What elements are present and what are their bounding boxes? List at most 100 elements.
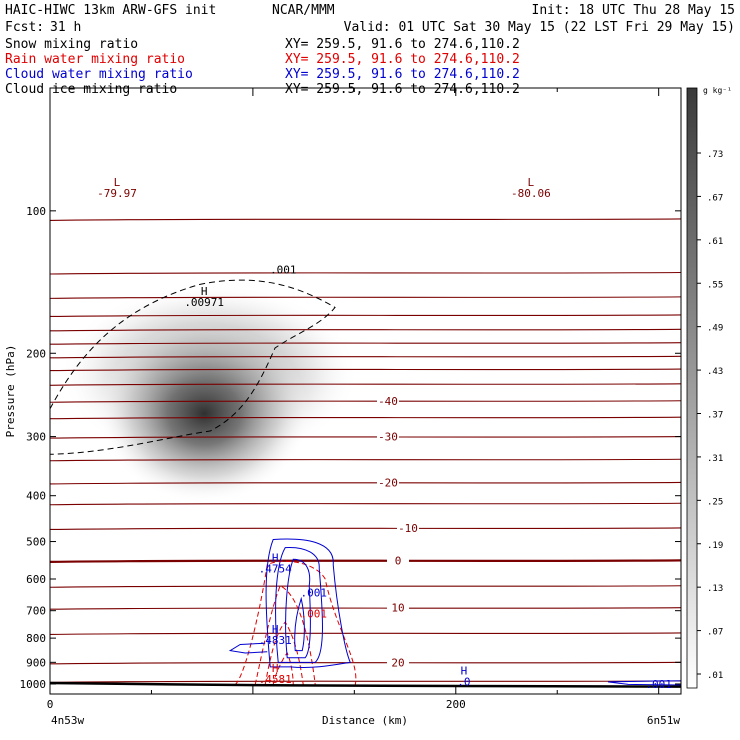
field-xy-cloud-water: XY= 259.5, 91.6 to 274.6,110.2 [285, 67, 520, 82]
colorbar-tick-label: .01 [707, 671, 723, 681]
colorbar-tick-label: .43 [707, 367, 723, 377]
extremum-value: .4754 [259, 562, 292, 575]
isotherm-line [50, 416, 681, 420]
colorbar-tick-label: .25 [707, 497, 723, 507]
contour-label: .001 [301, 586, 328, 599]
y-tick-label: 200 [26, 347, 46, 360]
field-name-cloud-water: Cloud water mixing ratio [5, 67, 193, 82]
init-time: Init: 18 UTC Thu 28 May 15 [532, 3, 736, 18]
cloud-water-contour [228, 642, 268, 654]
isotherm-label-bg [377, 394, 399, 406]
extremum-marker: H [461, 665, 468, 678]
isotherm-line [50, 218, 681, 221]
y-tick-label: 500 [26, 536, 46, 549]
isotherm-line [50, 342, 681, 345]
snow-shading-core [99, 323, 310, 504]
isotherm-label: -10 [398, 522, 418, 535]
colorbar-unit: g kg⁻¹ [703, 86, 732, 95]
plot-frame [49, 87, 682, 695]
extremum-value: -79.97 [97, 187, 137, 200]
y-tick-label: 600 [26, 573, 46, 586]
isotherm-line [50, 271, 681, 275]
isotherm-label-bg [377, 430, 399, 442]
colorbar-tick-label: .61 [707, 237, 723, 247]
extremum-marker: L [114, 176, 121, 189]
colorbar-ticks: .73 .67 .61 .55 .49 .43 .37 .31 .25 .19 .13 .07 .01 [697, 150, 723, 681]
isotherm-line [50, 502, 681, 506]
colorbar-tick-label: .73 [707, 150, 723, 160]
isotherm-label: 10 [391, 602, 404, 615]
y-tick-label: 1000 [20, 678, 47, 691]
isotherm-line [50, 368, 681, 372]
isotherm-line [50, 481, 681, 485]
cloud-water-contour [265, 538, 351, 668]
isotherm-line [50, 607, 681, 610]
isotherm-line [50, 458, 681, 462]
field-name-snow: Snow mixing ratio [5, 37, 138, 52]
isotherm-line [50, 355, 681, 359]
start-endpoint-label: 4n53w [51, 714, 84, 727]
isotherm-label: -20 [378, 476, 398, 489]
isotherm-line [50, 559, 681, 563]
colorbar-tick-label: .07 [707, 628, 723, 638]
valid-time: Valid: 01 UTC Sat 30 May 15 (22 LST Fri … [344, 20, 735, 35]
isotherm-label: -30 [378, 431, 398, 444]
colorbar-tick-label: .55 [707, 280, 723, 290]
isotherm-line [50, 400, 681, 403]
isotherm-line [50, 383, 681, 386]
x-axis-label: Distance (km) [322, 714, 408, 727]
isotherm-line [50, 328, 681, 332]
extremum-value: -80.06 [511, 187, 551, 200]
extremum-value: .0 [457, 676, 470, 689]
rain-water-contour [234, 560, 357, 686]
isotherm-label-bg [397, 521, 419, 533]
extremum-value: .4831 [259, 634, 292, 647]
colorbar-tick-label: .67 [707, 193, 723, 203]
plot-labels: -40-30-20-1001020L-79.97L-80.06H.00971H.… [97, 176, 672, 691]
cloud-ice-contour [50, 279, 336, 455]
extremum-marker: H [272, 662, 279, 675]
extremum-marker: H [201, 285, 208, 298]
isotherm-line [50, 436, 681, 439]
center-label: NCAR/MMM [272, 3, 335, 18]
cloud-water-contour [275, 547, 323, 663]
extremum-value: .4581 [259, 673, 292, 686]
field-xy-rain: XY= 259.5, 91.6 to 274.6,110.2 [285, 52, 520, 67]
isotherm-line [50, 585, 681, 588]
extremum-marker: L [528, 176, 535, 189]
contour-label: .001 [301, 608, 328, 621]
y-tick-label: 300 [26, 431, 46, 444]
y-tick-label: 900 [26, 656, 46, 669]
isotherm-label: 0 [395, 554, 402, 567]
colorbar [686, 87, 698, 689]
cloud-water-contour [294, 596, 305, 652]
field-name-cloud-ice: Cloud ice mixing ratio [5, 82, 177, 97]
colorbar-tick-label: .49 [707, 324, 723, 334]
extremum-marker: H [272, 551, 279, 564]
isotherm-label: -40 [378, 395, 398, 408]
forecast-label: Fcst: [5, 20, 44, 35]
isotherm-line [50, 680, 681, 683]
extremum-marker: H [272, 623, 279, 636]
isotherm-line [50, 314, 681, 318]
y-axis-label: Pressure (hPa) [4, 345, 17, 438]
colorbar-tick-label: .31 [707, 454, 723, 464]
extremum-value: .00971 [184, 296, 224, 309]
isotherm-label-bg [387, 656, 409, 668]
cloud-water-contour [607, 680, 681, 686]
isotherm-label-bg [387, 601, 409, 613]
plot-area [50, 218, 681, 688]
field-xy-snow: XY= 259.5, 91.6 to 274.6,110.2 [285, 37, 520, 52]
isotherm-label: 20 [391, 656, 404, 669]
field-xy-cloud-ice: XY= 259.5, 91.6 to 274.6,110.2 [285, 82, 520, 97]
isotherm-label-bg [387, 554, 409, 566]
isotherm-line [50, 527, 681, 531]
isotherm-line [50, 661, 681, 665]
forecast-value: 31 h [50, 20, 81, 35]
figure-title: HAIC-HIWC 13km ARW-GFS init [5, 3, 216, 18]
x-tick-label: 200 [446, 698, 466, 711]
end-endpoint-label: 6n51w [647, 714, 680, 727]
y-tick-label: 800 [26, 632, 46, 645]
